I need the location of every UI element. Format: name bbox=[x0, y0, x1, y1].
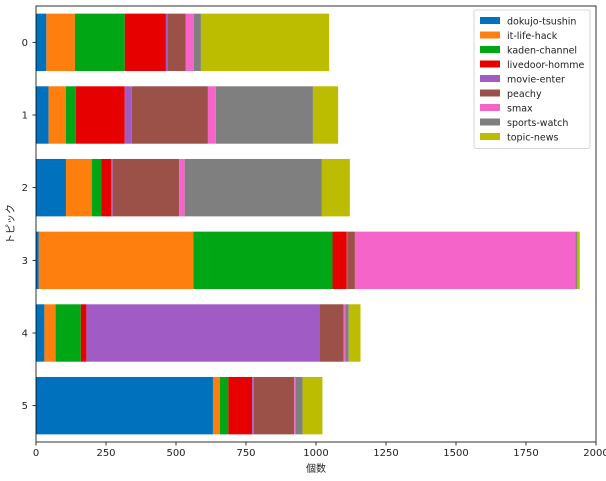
bar-livedoor-homme-topic-3 bbox=[332, 231, 347, 290]
bar-smax-topic-2 bbox=[179, 158, 185, 217]
bar-livedoor-homme-topic-5 bbox=[228, 376, 253, 435]
bar-sports-watch-topic-3 bbox=[575, 231, 577, 290]
bar-movie-enter-topic-5 bbox=[252, 376, 254, 435]
bar-it-life-hack-topic-2 bbox=[65, 158, 92, 217]
legend-swatch-dokujo-tsushin bbox=[480, 17, 500, 24]
bar-dokujo-tsushin-topic-2 bbox=[36, 158, 66, 217]
bar-sports-watch-topic-0 bbox=[193, 13, 201, 72]
x-tick-label: 750 bbox=[236, 448, 255, 459]
bar-topic-news-topic-3 bbox=[576, 231, 580, 290]
legend-swatch-it-life-hack bbox=[480, 31, 500, 39]
y-tick-label: 1 bbox=[22, 111, 28, 122]
bar-smax-topic-3 bbox=[354, 231, 576, 290]
bar-peachy-topic-3 bbox=[347, 231, 355, 290]
legend-label-dokujo-tsushin: dokujo-tsushin bbox=[507, 17, 576, 28]
bar-kaden-channel-topic-1 bbox=[65, 86, 76, 144]
legend-swatch-kaden-channel bbox=[480, 46, 500, 53]
bar-dokujo-tsushin-topic-1 bbox=[36, 86, 49, 144]
y-axis: 0 1 2 3 4 5 bbox=[22, 38, 36, 412]
legend-label-peachy: peachy bbox=[507, 89, 542, 100]
y-tick-label: 2 bbox=[22, 183, 28, 194]
y-tick-label: 5 bbox=[22, 401, 28, 412]
y-tick-label: 0 bbox=[22, 38, 28, 49]
legend-label-sports-watch: sports-watch bbox=[507, 118, 568, 129]
bar-kaden-channel-topic-2 bbox=[91, 158, 102, 217]
bar-smax-topic-5 bbox=[294, 376, 296, 435]
bar-it-life-hack-topic-3 bbox=[38, 231, 194, 290]
bar-it-life-hack-topic-1 bbox=[48, 86, 66, 144]
legend-label-it-life-hack: it-life-hack bbox=[507, 31, 558, 42]
legend-label-smax: smax bbox=[507, 104, 533, 115]
bar-kaden-channel-topic-5 bbox=[219, 376, 229, 435]
bar-movie-enter-topic-2 bbox=[111, 158, 113, 217]
bar-movie-enter-topic-4 bbox=[86, 304, 320, 362]
bar-topic-news-topic-1 bbox=[312, 86, 339, 144]
bar-kaden-channel-topic-4 bbox=[55, 304, 81, 362]
bar-movie-enter-topic-0 bbox=[165, 13, 168, 72]
legend: dokujo-tsushin it-life-hack kaden-channel l… bbox=[473, 9, 591, 149]
legend-swatch-sports-watch bbox=[480, 118, 500, 126]
bar-kaden-channel-topic-3 bbox=[193, 231, 333, 290]
legend-label-topic-news: topic-news bbox=[507, 133, 558, 144]
bar-sports-watch-topic-1 bbox=[215, 86, 313, 144]
bar-smax-topic-1 bbox=[207, 86, 216, 144]
bar-topic-news-topic-0 bbox=[200, 13, 330, 72]
bar-livedoor-homme-topic-4 bbox=[80, 304, 87, 362]
bars-group bbox=[36, 13, 580, 435]
bar-dokujo-tsushin-topic-0 bbox=[36, 13, 47, 72]
legend-swatch-topic-news bbox=[480, 133, 500, 140]
legend-swatch-peachy bbox=[480, 89, 500, 97]
x-tick-label: 0 bbox=[33, 448, 39, 459]
x-tick-label: 2000 bbox=[583, 448, 606, 459]
bar-sports-watch-topic-4 bbox=[345, 304, 349, 362]
y-axis-label: トピック bbox=[5, 204, 17, 244]
x-tick-label: 1500 bbox=[443, 448, 468, 459]
x-tick-label: 1750 bbox=[513, 448, 538, 459]
bar-dokujo-tsushin-topic-4 bbox=[36, 304, 45, 362]
bar-peachy-topic-4 bbox=[319, 304, 344, 362]
bar-livedoor-homme-topic-1 bbox=[75, 86, 125, 144]
bar-kaden-channel-topic-0 bbox=[74, 13, 125, 72]
y-tick-label: 4 bbox=[22, 329, 28, 340]
bar-topic-news-topic-5 bbox=[302, 376, 323, 435]
legend-label-kaden-channel: kaden-channel bbox=[507, 46, 577, 57]
x-tick-label: 1000 bbox=[303, 448, 328, 459]
x-tick-label: 1250 bbox=[373, 448, 398, 459]
bar-dokujo-tsushin-topic-3 bbox=[36, 231, 39, 290]
bar-peachy-topic-0 bbox=[167, 13, 186, 72]
legend-box bbox=[473, 9, 591, 149]
bar-sports-watch-topic-5 bbox=[295, 376, 303, 435]
bar-it-life-hack-topic-5 bbox=[212, 376, 220, 435]
legend-swatch-livedoor-homme bbox=[480, 60, 500, 68]
x-axis-label: 個数 bbox=[306, 462, 326, 475]
bar-it-life-hack-topic-4 bbox=[44, 304, 56, 362]
bar-it-life-hack-topic-0 bbox=[46, 13, 75, 72]
bar-movie-enter-topic-1 bbox=[124, 86, 132, 144]
y-tick-label: 3 bbox=[22, 256, 28, 267]
bar-peachy-topic-1 bbox=[131, 86, 208, 144]
bar-topic-news-topic-2 bbox=[321, 158, 350, 217]
bar-livedoor-homme-topic-0 bbox=[124, 13, 166, 72]
legend-swatch-smax bbox=[480, 104, 500, 111]
bar-livedoor-homme-topic-2 bbox=[101, 158, 112, 217]
legend-swatch-movie-enter bbox=[480, 75, 500, 82]
x-tick-label: 250 bbox=[96, 448, 115, 459]
x-axis: 0 250 500 750 1000 1250 1500 1750 2000 bbox=[33, 442, 606, 459]
bar-topic-news-topic-4 bbox=[348, 304, 361, 362]
bar-dokujo-tsushin-topic-5 bbox=[36, 376, 213, 435]
bar-smax-topic-0 bbox=[185, 13, 194, 72]
bar-peachy-topic-2 bbox=[112, 158, 180, 217]
bar-peachy-topic-5 bbox=[253, 376, 295, 435]
bar-sports-watch-topic-2 bbox=[184, 158, 322, 217]
legend-label-movie-enter: movie-enter bbox=[507, 75, 565, 86]
bar-movie-enter-topic-3 bbox=[346, 231, 348, 290]
bar-smax-topic-4 bbox=[343, 304, 346, 362]
x-tick-label: 500 bbox=[166, 448, 185, 459]
legend-label-livedoor-homme: livedoor-homme bbox=[507, 60, 584, 71]
